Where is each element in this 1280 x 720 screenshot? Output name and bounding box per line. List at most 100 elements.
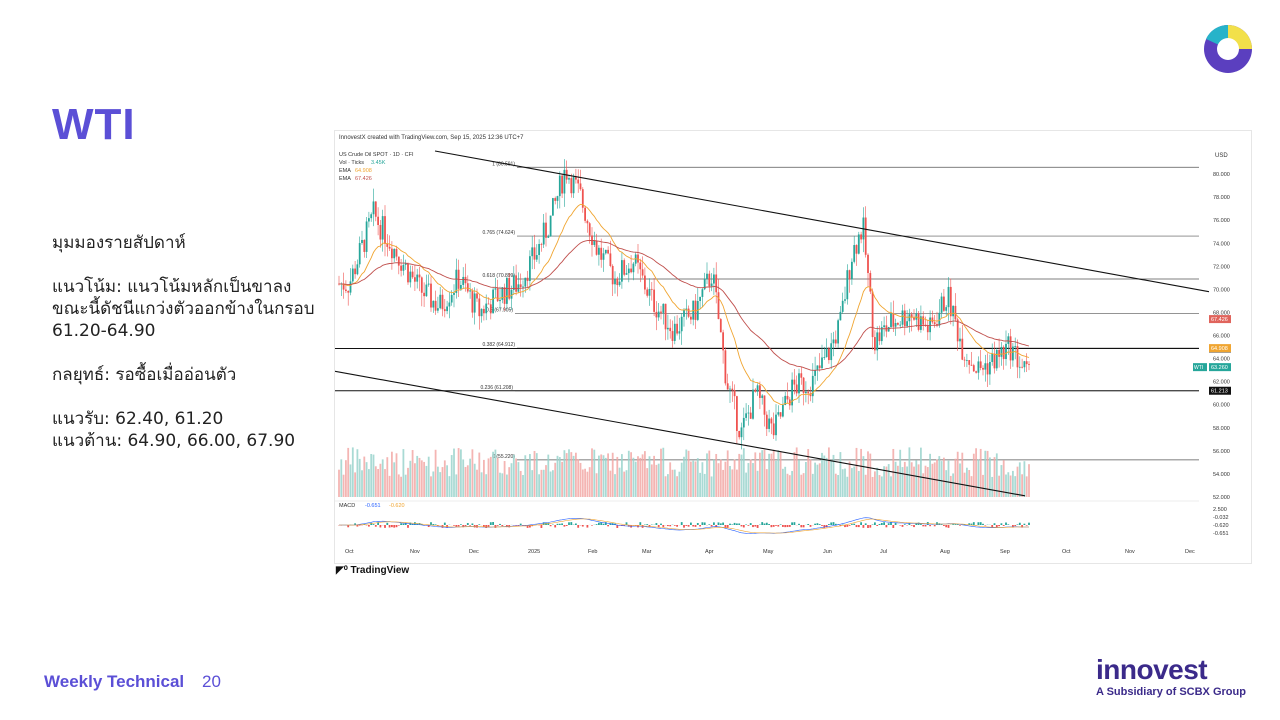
candle-body — [823, 357, 826, 358]
macd-tick-label: -0.032 — [1213, 515, 1229, 521]
volume-bar — [453, 448, 455, 497]
candle-body — [462, 276, 465, 285]
candle-body — [736, 396, 738, 431]
volume-bar — [388, 475, 391, 497]
macd-histogram-bar — [855, 525, 858, 528]
volume-bar — [365, 462, 368, 497]
volume-bar — [586, 471, 589, 497]
page-number: 20 — [202, 672, 221, 691]
candle-body — [726, 383, 729, 390]
volume-bar — [986, 450, 989, 497]
candle-body — [425, 284, 428, 297]
volume-bar — [814, 462, 816, 497]
volume-bar — [547, 454, 550, 497]
macd-histogram-bar — [540, 525, 543, 528]
volume-bar — [984, 450, 987, 497]
macd-histogram-bar — [464, 525, 467, 526]
volume-bar — [374, 466, 377, 497]
candle-body — [466, 283, 469, 292]
macd-histogram-bar — [719, 523, 722, 525]
y-tick-label: 70.000 — [1213, 287, 1230, 293]
volume-bar — [678, 471, 681, 497]
volume-bar — [644, 451, 646, 497]
volume-bar — [940, 461, 943, 497]
macd-histogram-bar — [609, 523, 612, 525]
volume-bar — [460, 449, 462, 497]
candle-body — [908, 314, 911, 322]
volume-bar — [931, 463, 934, 497]
candle-body — [494, 288, 497, 290]
symbol-line: US Crude Oil SPOT · 1D · CFI — [339, 152, 414, 158]
candle-body — [522, 286, 524, 288]
volume-bar — [492, 451, 494, 497]
candle-body — [719, 319, 722, 333]
macd-histogram-bar — [1007, 524, 1010, 525]
candle-body — [655, 311, 658, 318]
volume-bar — [404, 474, 407, 497]
candle-body — [423, 292, 425, 297]
volume-bar — [485, 474, 488, 497]
candle-body — [342, 283, 345, 290]
candle-body — [761, 395, 764, 398]
volume-bar — [664, 476, 667, 497]
candle-body — [991, 353, 994, 363]
volume-bar — [618, 467, 621, 497]
volume-bar — [342, 474, 345, 497]
volume-bar — [761, 450, 764, 497]
candle-body — [561, 175, 563, 194]
volume-bar — [466, 465, 469, 497]
volume-bar — [384, 469, 386, 497]
candle-body — [407, 263, 409, 283]
volume-bar — [892, 448, 895, 497]
upper-trendline — [434, 150, 1210, 293]
candle-body — [588, 223, 591, 236]
volume-bar — [418, 457, 421, 497]
volume-bar — [874, 471, 876, 497]
macd-histogram-bar — [1014, 525, 1017, 526]
candle-body — [439, 294, 442, 309]
volume-bar — [639, 457, 642, 497]
candle-body — [887, 327, 890, 332]
macd-histogram-bar — [851, 524, 853, 525]
macd-histogram-bar — [669, 525, 672, 527]
volume-bar — [786, 473, 789, 497]
volume-bar — [480, 472, 483, 497]
volume-bar — [692, 460, 695, 497]
volume-bar — [423, 461, 425, 497]
volume-bar — [425, 465, 428, 497]
macd-histogram-bar — [455, 525, 458, 527]
candle-body — [798, 373, 800, 394]
volume-bar — [556, 455, 559, 497]
candle-body — [1021, 366, 1023, 368]
volume-bar — [393, 462, 396, 497]
volume-bar — [807, 449, 810, 497]
price-tag-label: 64.908 — [1211, 346, 1228, 352]
macd-histogram-bar — [397, 525, 400, 526]
candle-body — [354, 268, 356, 275]
chart-svg: 1 (80.591) 0.765 (74.624) 0.618 (70.899) 0.… — [335, 150, 1231, 555]
volume-bar — [577, 459, 580, 497]
candle-body — [945, 307, 948, 311]
symbol-tag-label: WTI — [1194, 365, 1203, 371]
macd-histogram-bar — [936, 522, 938, 525]
ema1-label: EMA — [339, 168, 351, 174]
candle-body — [568, 178, 570, 180]
volume-bar — [880, 476, 883, 497]
macd-histogram-bar — [568, 522, 570, 525]
candle-body — [370, 214, 373, 219]
candle-body — [871, 291, 874, 338]
volume-bar — [1018, 462, 1021, 497]
macd-histogram-bar — [372, 524, 375, 525]
x-tick-label: 2025 — [528, 549, 540, 555]
candle-body — [411, 271, 414, 278]
volume-bar — [945, 470, 948, 497]
volume-bar — [386, 457, 389, 497]
x-tick-label: Dec — [1185, 549, 1195, 555]
macd-histogram-bar — [558, 523, 561, 525]
candle-body — [600, 247, 603, 260]
candle-body — [880, 327, 883, 342]
macd-histogram-bar — [848, 525, 851, 526]
volume-bar — [816, 464, 819, 497]
candle-body — [623, 260, 626, 275]
macd-histogram-bar — [607, 525, 609, 527]
